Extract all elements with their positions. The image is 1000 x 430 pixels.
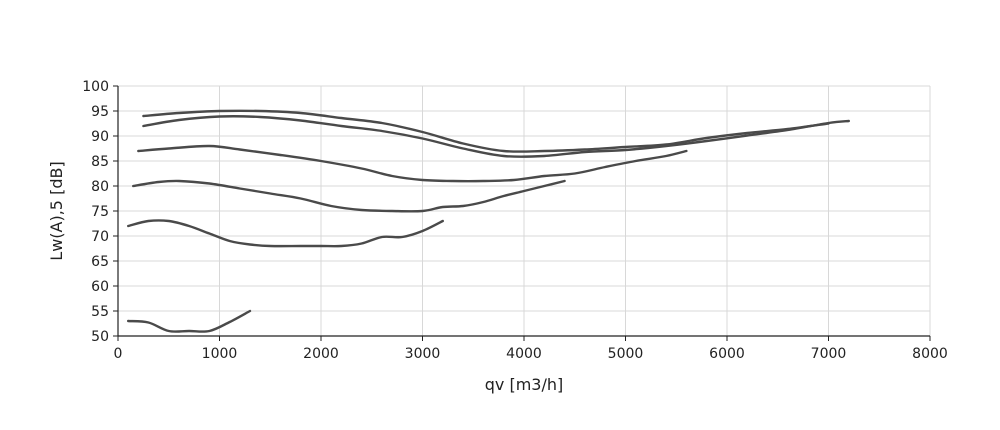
series-layer <box>126 109 850 333</box>
series-line-1 <box>126 309 252 333</box>
y-axis-label: Lw(A),5 [dB] <box>47 161 66 260</box>
x-tick-label: 0 <box>114 346 123 362</box>
axes <box>113 85 931 341</box>
y-tick-label: 80 <box>91 179 109 195</box>
y-tick-label: 55 <box>91 304 109 320</box>
x-tick-label: 8000 <box>912 346 948 362</box>
y-tick-label: 65 <box>91 254 109 270</box>
x-tick-label: 3000 <box>405 346 441 362</box>
grid <box>118 85 931 336</box>
x-tick-label: 4000 <box>506 346 542 362</box>
tick-labels: 0 1000 2000 3000 4000 5000 6000 7000 8000 50 55 60 6… <box>82 79 948 362</box>
series-line-3 <box>132 179 566 213</box>
series-line-6 <box>142 109 830 153</box>
y-tick-label: 100 <box>82 79 109 95</box>
series-line-5 <box>142 115 850 158</box>
y-tick-label: 60 <box>91 279 109 295</box>
y-tick-label: 90 <box>91 129 109 145</box>
x-axis-label: qv [m3/h] <box>485 375 564 394</box>
y-tick-label: 85 <box>91 154 109 170</box>
x-tick-label: 6000 <box>709 346 745 362</box>
x-tick-label: 5000 <box>608 346 644 362</box>
y-tick-label: 70 <box>91 229 109 245</box>
x-tick-label: 7000 <box>811 346 847 362</box>
x-tick-label: 1000 <box>202 346 238 362</box>
y-tick-label: 75 <box>91 204 109 220</box>
y-tick-label: 50 <box>91 329 109 345</box>
x-tick-label: 2000 <box>303 346 339 362</box>
y-tick-label: 95 <box>91 104 109 120</box>
series-line-4 <box>137 144 688 183</box>
series-line-2 <box>126 219 444 248</box>
